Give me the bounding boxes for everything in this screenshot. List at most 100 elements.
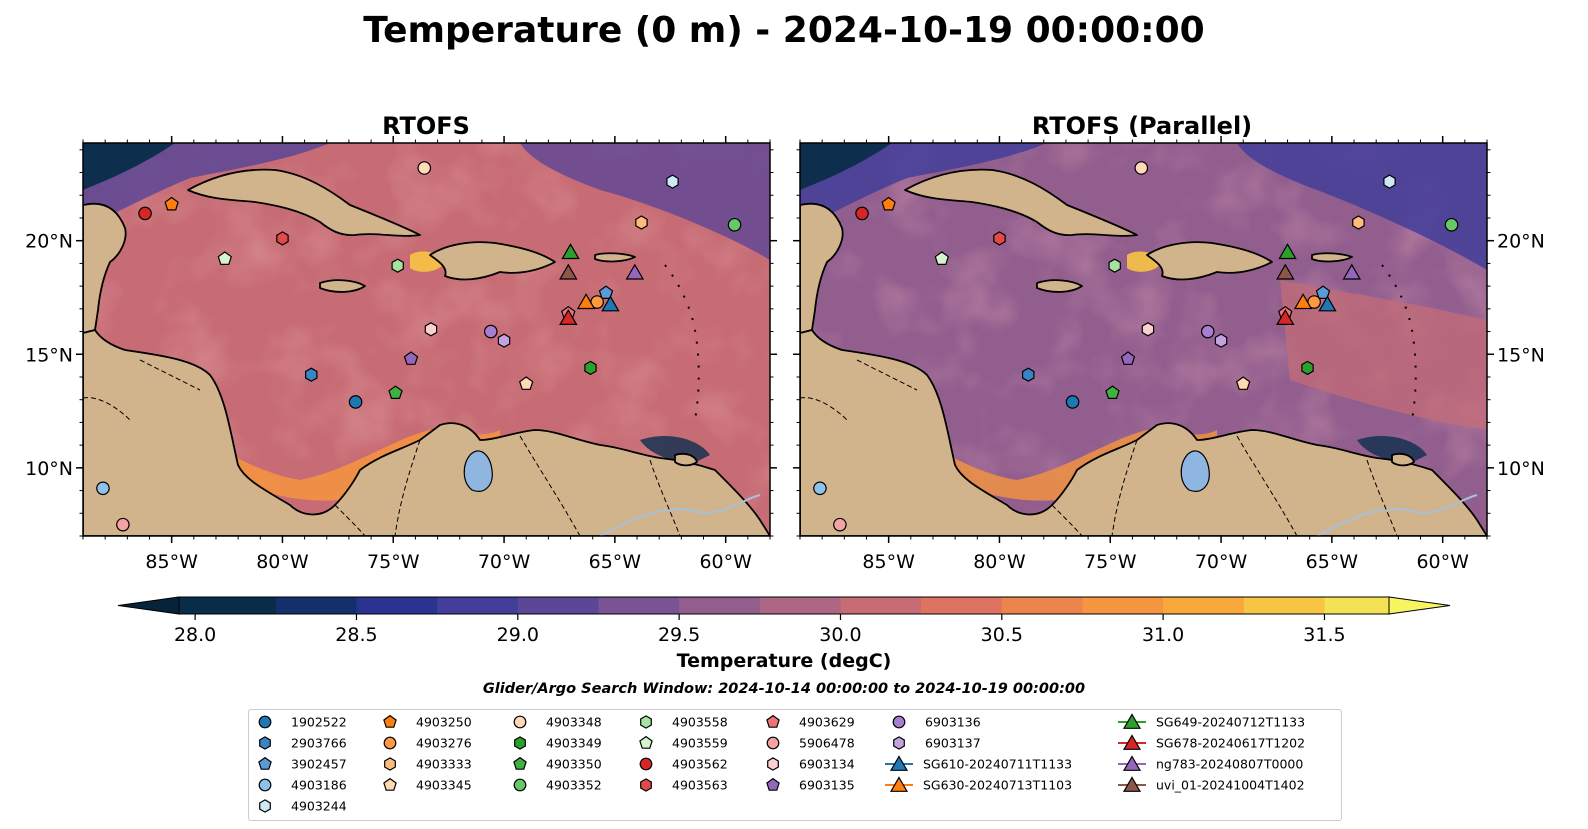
legend-marker-4903276	[383, 736, 397, 750]
glider-marker-SG649-20240712T1133	[1278, 243, 1297, 260]
argo-marker-4903250	[881, 196, 896, 211]
cold-water-gulf	[83, 143, 330, 230]
y-tick-label: 15°N	[25, 344, 73, 366]
glider-marker-SG678-20240617T1202	[1276, 309, 1295, 325]
y-tick-label: 20°N	[1497, 231, 1545, 253]
legend-marker-4903629	[766, 714, 780, 728]
argo-marker-3902457	[598, 285, 614, 299]
legend-marker-4903558	[640, 715, 652, 729]
warm-water-east-par	[1280, 280, 1487, 430]
legend-marker-6903137	[893, 736, 905, 750]
figure-suptitle: Temperature (0 m) - 2024-10-19 00:00:00	[363, 10, 1204, 51]
legend-label: 4903348	[546, 715, 602, 730]
argo-marker-4903348	[1134, 161, 1149, 175]
x-tick-label: 70°W	[1195, 551, 1248, 573]
colorbar: 28.0 28.5 29.0 29.5 30.0 30.5 31.0 31.5 Tempera…	[117, 596, 1451, 672]
x-tick-label: 75°W	[367, 551, 420, 573]
colorbar-tick-label: 31.0	[1142, 624, 1184, 646]
x-tick-label: 80°W	[256, 551, 309, 573]
colorbar-level	[840, 597, 922, 614]
argo-marker-4903348	[417, 161, 432, 175]
legend-marker-5906478	[766, 736, 780, 750]
legend-label: 6903136	[925, 715, 981, 730]
x-tick-label: 75°W	[1084, 551, 1137, 573]
land-jamaica-par	[1036, 279, 1083, 293]
x-tick-label: 65°W	[589, 551, 642, 573]
glider-marker-SG678-20240617T1202	[559, 309, 578, 325]
colorbar-tick-label: 31.5	[1303, 624, 1345, 646]
argo-marker-4903350	[1105, 385, 1120, 399]
colorbar-level	[1163, 597, 1245, 614]
land-puerto-rico	[594, 252, 636, 263]
river-rtofs	[599, 494, 761, 536]
argo-marker-4903244	[666, 174, 679, 189]
legend-marker-4903349	[514, 736, 526, 750]
legend-marker-1902522	[258, 715, 272, 729]
land-cuba-par	[904, 168, 1138, 237]
legend-marker-3902457	[258, 756, 272, 770]
legend-label: 4903333	[416, 757, 472, 772]
x-axis-rtofs-parallel: 85°W 80°W 75°W 70°W 65°W 60°W	[799, 136, 1488, 573]
legend-label: 4903562	[672, 757, 728, 772]
legend-marker-4903333	[384, 757, 396, 771]
argo-marker-6903135	[1120, 351, 1136, 365]
legend-label: 2903766	[291, 736, 347, 751]
legend-label: SG649-20240712T1133	[1156, 715, 1305, 730]
x-tick-label: 85°W	[145, 551, 198, 573]
x-tick-label: 65°W	[1306, 551, 1359, 573]
x-tick-label: 60°W	[699, 551, 752, 573]
colorbar-ticks: 28.0 28.5 29.0 29.5 30.0 30.5 31.0 31.5	[174, 614, 1346, 646]
y-tick-label: 10°N	[1497, 458, 1545, 480]
legend-label: 4903629	[799, 715, 855, 730]
legend-label: ng783-20240807T0000	[1156, 757, 1303, 772]
legend-label: 4903244	[291, 799, 347, 814]
y-tick-label: 15°N	[1497, 344, 1545, 366]
glider-marker-SG630-20240713T1103	[1293, 293, 1313, 310]
argo-marker-4903559	[217, 251, 233, 265]
legend-label: SG678-20240617T1202	[1156, 736, 1305, 751]
colorbar-level	[1001, 597, 1084, 614]
colorbar-level	[179, 597, 277, 614]
legend-label: 5906478	[799, 736, 855, 751]
land-hispaniola	[429, 241, 556, 281]
legend-marker-4903345	[383, 777, 397, 791]
lake-maracaibo-par	[1180, 450, 1210, 492]
search-window-caption: Glider/Argo Search Window: 2024-10-14 00…	[483, 681, 1085, 697]
x-tick-label: 85°W	[862, 551, 915, 573]
glider-marker-ng783-20240807T0000	[1342, 263, 1362, 280]
map-panel-rtofs-parallel: RTOFS (Parallel)	[793, 112, 1545, 573]
argo-marker-4903349	[1301, 360, 1314, 376]
land-rtofs-parallel	[800, 168, 1487, 536]
cold-water-gulf-par	[800, 143, 1047, 230]
colorbar-tick-label: 28.5	[335, 624, 377, 646]
glider-marker-uvi_01-20241004T1402	[559, 263, 578, 280]
argo-marker-6903135	[403, 351, 419, 365]
legend-marker-SG610-20240711T1133	[889, 755, 909, 771]
colorbar-extend-low	[117, 596, 180, 615]
argo-marker-6903137	[1214, 333, 1228, 348]
legend-label: 4903559	[672, 736, 728, 751]
argo-marker-4903345	[518, 376, 534, 390]
legend-label: 6903134	[799, 757, 855, 772]
argo-marker-4903558	[391, 258, 404, 273]
argo-marker-6903136	[483, 324, 498, 339]
y-axis-rtofs-parallel: 20°N 15°N 10°N	[793, 149, 1545, 537]
legend-label: 4903276	[416, 736, 472, 751]
argo-marker-5906478	[116, 517, 130, 532]
colorbar-tick-label: 29.5	[658, 624, 700, 646]
island-arc-par	[1381, 264, 1417, 421]
argo-marker-1902522	[1065, 395, 1080, 409]
argo-marker-4903349	[584, 360, 597, 376]
legend-marker-4903562	[639, 757, 653, 771]
x-tick-label: 70°W	[478, 551, 531, 573]
argo-marker-6903134	[424, 322, 438, 337]
map-panel-rtofs: RTOFS	[25, 112, 777, 573]
colorbar-level	[275, 597, 358, 614]
argo-marker-3902457	[1315, 285, 1331, 299]
glider-marker-SG630-20240713T1103	[576, 293, 596, 310]
legend-marker-4903352	[513, 778, 527, 792]
colorbar-level	[517, 597, 600, 614]
cold-water-atlantic-par	[1237, 143, 1487, 270]
land-rtofs	[83, 168, 770, 536]
glider-marker-ng783-20240807T0000	[625, 263, 645, 280]
